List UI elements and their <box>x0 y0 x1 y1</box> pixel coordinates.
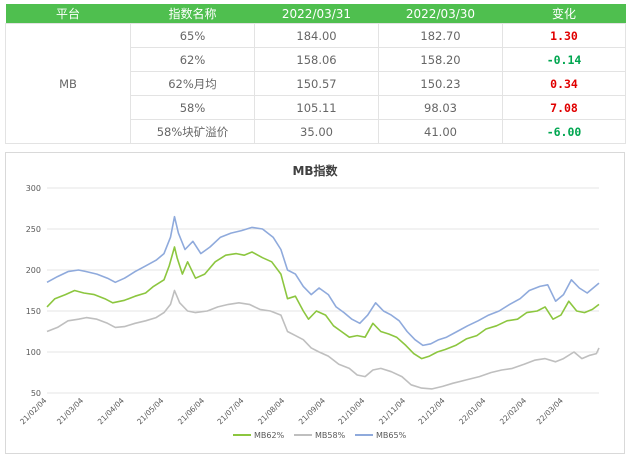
x-tick-label: 21/12/04 <box>416 396 446 426</box>
x-tick-label: 22/01/04 <box>457 396 487 426</box>
x-tick-label: 22/03/04 <box>535 396 565 426</box>
value-cell: 35.00 <box>254 119 379 144</box>
change-cell: 7.08 <box>502 95 626 120</box>
change-cell: 0.34 <box>502 71 626 96</box>
x-axis: 21/02/04 21/03/04 21/04/04 21/05/04 21/06/04… <box>18 396 565 426</box>
header-index-name: 指数名称 <box>130 4 255 24</box>
chart-title: MB指数 <box>292 163 338 178</box>
y-tick-label: 50 <box>31 389 41 398</box>
value-cell: 150.23 <box>378 71 503 96</box>
legend-label: MB62% <box>254 431 285 440</box>
header-date-2: 2022/03/30 <box>378 4 503 24</box>
table-row: 58% 105.11 98.03 7.08 <box>6 95 626 120</box>
value-cell: 150.57 <box>254 71 379 96</box>
x-tick-label: 21/03/04 <box>55 396 85 426</box>
table-row: 62%月均 150.57 150.23 0.34 <box>6 71 626 96</box>
x-tick-label: 21/02/04 <box>18 396 48 426</box>
header-date-1: 2022/03/31 <box>254 4 379 24</box>
y-tick-label: 150 <box>26 307 41 316</box>
x-tick-label: 21/06/04 <box>176 396 206 426</box>
legend: MB62% MB58% MB65% <box>233 431 407 440</box>
legend-label: MB58% <box>315 431 346 440</box>
table-row: 58%块矿溢价 35.00 41.00 -6.00 <box>6 119 626 144</box>
change-cell: -6.00 <box>502 119 626 144</box>
series-lines <box>46 215 600 390</box>
value-cell: 158.06 <box>254 47 379 72</box>
x-tick-label: 21/10/04 <box>336 396 366 426</box>
x-tick-label: 21/09/04 <box>297 396 327 426</box>
series-line-mb62 <box>46 246 600 360</box>
x-tick-label: 21/08/04 <box>256 396 286 426</box>
y-tick-label: 300 <box>26 184 41 193</box>
y-tick-label: 250 <box>26 225 41 234</box>
series-line-mb65 <box>46 215 600 347</box>
platform-cell: MB <box>5 23 131 144</box>
chart-panel: MB指数 50 100 150 200 250 300 21/02/04 21/03/04 2… <box>5 152 625 454</box>
header-platform: 平台 <box>5 4 131 24</box>
index-name-cell: 58% <box>130 95 255 120</box>
x-tick-label: 22/02/04 <box>498 396 528 426</box>
value-cell: 184.00 <box>254 23 379 48</box>
table-row: MB 65% 184.00 182.70 1.30 <box>5 23 626 144</box>
change-cell: 1.30 <box>502 23 626 48</box>
price-table: 平台 指数名称 2022/03/31 2022/03/30 变化 MB 65% … <box>5 4 626 144</box>
value-cell: 41.00 <box>378 119 503 144</box>
table-header-row: 平台 指数名称 2022/03/31 2022/03/30 变化 <box>5 4 626 24</box>
y-axis: 50 100 150 200 250 300 <box>26 184 41 398</box>
x-tick-label: 21/05/04 <box>135 396 165 426</box>
index-name-cell: 58%块矿溢价 <box>130 119 255 144</box>
value-cell: 98.03 <box>378 95 503 120</box>
change-cell: -0.14 <box>502 47 626 72</box>
index-name-cell: 62%月均 <box>130 71 255 96</box>
index-name-cell: 62% <box>130 47 255 72</box>
y-tick-label: 200 <box>26 266 41 275</box>
index-name-cell: 65% <box>130 23 255 48</box>
series-line-mb58 <box>46 289 600 390</box>
x-tick-label: 21/07/04 <box>215 396 245 426</box>
legend-label: MB65% <box>376 431 407 440</box>
value-cell: 105.11 <box>254 95 379 120</box>
value-cell: 158.20 <box>378 47 503 72</box>
y-tick-label: 100 <box>26 348 41 357</box>
table-row: 62% 158.06 158.20 -0.14 <box>6 47 626 72</box>
x-tick-label: 21/11/04 <box>377 396 407 426</box>
header-change: 变化 <box>502 4 626 24</box>
value-cell: 182.70 <box>378 23 503 48</box>
x-tick-label: 21/04/04 <box>96 396 126 426</box>
